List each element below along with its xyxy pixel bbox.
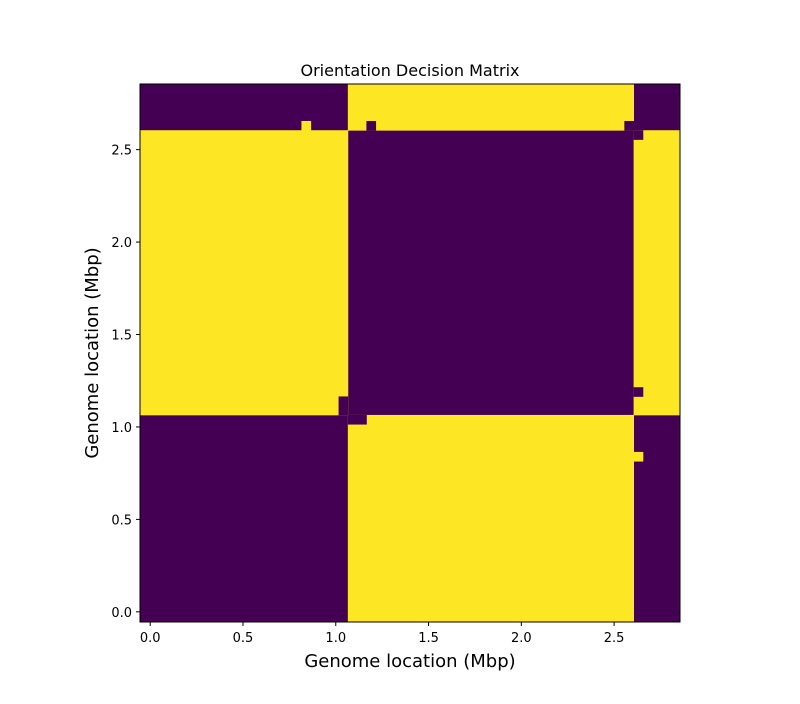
x-axis-ticks: 0.0 0.5 1.0 1.5 2.0 2.5 — [140, 622, 625, 646]
patch-d — [366, 120, 377, 131]
x-tick-label: 0.5 — [233, 631, 254, 646]
y-axis-label: Genome location (Mbp) — [82, 247, 103, 458]
y-tick-label: 1.0 — [111, 421, 132, 436]
patch-b — [338, 396, 349, 416]
patch-h — [633, 451, 644, 462]
x-tick-label: 0.0 — [140, 631, 161, 646]
y-tick-label: 0.0 — [111, 606, 132, 621]
patch-g — [633, 387, 644, 397]
region-right-middle — [633, 130, 681, 416]
x-tick-label: 2.0 — [511, 631, 532, 646]
y-axis-ticks: 0.0 0.5 1.0 1.5 2.0 2.5 — [111, 144, 140, 621]
patch-e — [624, 120, 635, 131]
region-middle-bottom — [347, 414, 635, 623]
y-tick-label: 1.5 — [111, 329, 132, 344]
region-left-middle — [140, 130, 349, 416]
patch-a — [301, 120, 312, 131]
heatmap-cells — [140, 84, 681, 623]
x-tick-label: 2.5 — [604, 631, 625, 646]
y-tick-label: 0.5 — [111, 513, 132, 528]
x-axis-label: Genome location (Mbp) — [304, 651, 515, 672]
y-tick-label: 2.0 — [111, 236, 132, 251]
patch-f — [633, 130, 644, 140]
region-middle-top — [347, 84, 635, 131]
patch-c — [347, 414, 367, 425]
x-tick-label: 1.5 — [418, 631, 439, 646]
plot-frame — [139, 83, 681, 623]
chart-title: Orientation Decision Matrix — [301, 61, 520, 80]
x-tick-label: 1.0 — [325, 631, 346, 646]
y-tick-label: 2.5 — [111, 144, 132, 159]
